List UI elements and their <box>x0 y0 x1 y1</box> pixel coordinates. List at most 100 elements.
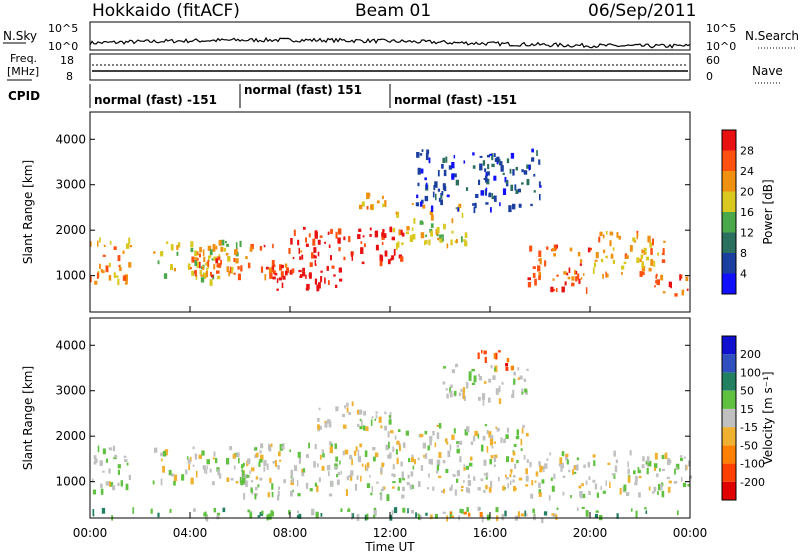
echo-cell <box>278 277 282 281</box>
echo-cell <box>380 425 383 429</box>
ytick-label: 1000 <box>55 475 86 489</box>
echo-cell <box>478 396 481 401</box>
nsearch-label: N.Search <box>745 29 799 43</box>
echo-cell <box>281 282 284 289</box>
echo-cell <box>154 447 158 453</box>
echo-cell <box>236 452 240 458</box>
echo-cell <box>396 457 399 465</box>
echo-cell <box>446 194 450 198</box>
echo-cell <box>621 265 625 270</box>
nsky-tick-top: 10^5 <box>48 22 78 35</box>
echo-cell <box>95 458 98 463</box>
echo-cell <box>410 510 414 514</box>
echo-cell <box>667 486 671 493</box>
echo-cell <box>324 420 328 428</box>
time-axis-label: Time UT <box>364 540 415 554</box>
echo-cell <box>430 458 433 465</box>
echo-cell <box>400 229 403 235</box>
echo-cell <box>594 483 598 490</box>
echo-cell <box>239 240 242 248</box>
echo-cell <box>643 247 647 251</box>
velocity-colorbar-label: Velocity [m s⁻¹] <box>761 371 775 464</box>
echo-cell <box>451 162 455 169</box>
echo-cell <box>506 427 509 433</box>
echo-cell <box>562 462 564 469</box>
echo-cell <box>169 508 172 513</box>
echo-cell <box>160 478 163 486</box>
echo-cell <box>259 450 262 454</box>
echo-cell <box>541 466 544 470</box>
echo-cell <box>336 479 340 485</box>
echo-cell <box>237 266 240 270</box>
echo-cell <box>195 274 198 280</box>
colorbar-swatch <box>722 253 736 274</box>
echo-cell <box>472 152 475 156</box>
echo-cell <box>468 371 472 378</box>
echo-cell <box>359 418 362 422</box>
echo-cell <box>443 366 446 369</box>
echo-cell <box>594 514 598 518</box>
echo-cell <box>555 514 558 521</box>
echo-cell <box>170 264 173 270</box>
echo-region <box>392 423 529 496</box>
echo-cell <box>168 469 172 476</box>
echo-cell <box>200 277 205 283</box>
echo-cell <box>395 507 398 513</box>
echo-cell <box>466 426 470 433</box>
echo-cell <box>120 480 123 487</box>
echo-cell <box>531 148 534 153</box>
echo-cell <box>243 493 246 500</box>
echo-cell <box>366 206 369 210</box>
echo-cell <box>362 235 365 238</box>
echo-cell <box>363 425 366 431</box>
echo-cell <box>424 430 428 435</box>
echo-cell <box>328 493 333 497</box>
echo-cell <box>259 459 263 463</box>
echo-cell <box>366 466 369 472</box>
echo-cell <box>515 189 519 194</box>
station-title: Hokkaido (fitACF) <box>92 1 240 21</box>
echo-cell <box>493 175 497 181</box>
echo-cell <box>235 242 238 250</box>
echo-cell <box>237 273 241 281</box>
echo-cell <box>317 429 320 432</box>
echo-cell <box>268 513 272 520</box>
echo-cell <box>113 246 117 250</box>
echo-cell <box>301 468 303 475</box>
echo-cell <box>548 495 551 501</box>
cpid-mode-3: normal (fast) -151 <box>394 93 517 107</box>
echo-cell <box>391 510 394 516</box>
power-ylabel: Slant Range [km] <box>21 160 35 264</box>
noise-panel-frame <box>89 21 691 51</box>
time-axis: 00:00 04:00 08:00 12:00 16:00 20:00 00:00 <box>73 306 707 540</box>
echo-cell <box>482 399 485 406</box>
echo-cell <box>552 278 555 281</box>
echo-cell <box>425 182 428 189</box>
echo-cell <box>466 507 469 512</box>
echo-cell <box>375 244 379 251</box>
echo-cell <box>629 450 632 456</box>
echo-cell <box>451 230 454 234</box>
echo-cell <box>211 258 214 261</box>
echo-cell <box>463 160 466 164</box>
echo-cell <box>385 444 389 451</box>
echo-cell <box>409 237 414 242</box>
echo-cell <box>660 274 664 281</box>
echo-cell <box>623 261 627 265</box>
echo-cell <box>520 448 523 452</box>
echo-cell <box>203 466 206 474</box>
echo-cell <box>173 480 176 486</box>
echo-cell <box>562 491 565 496</box>
cpid-label: CPID <box>8 89 40 103</box>
echo-cell <box>445 388 448 391</box>
colorbar-tick-label: 100 <box>740 366 761 379</box>
echo-cell <box>152 480 155 485</box>
echo-cell <box>199 247 202 253</box>
echo-cell <box>446 441 449 445</box>
echo-cell <box>247 262 251 269</box>
velocity-colorbar: 200 100 50 15 -15 -50 -100 -200 <box>721 335 765 501</box>
echo-cell <box>544 463 548 469</box>
echo-cell <box>686 288 689 291</box>
echo-cell <box>550 286 554 293</box>
echo-cell <box>374 230 379 238</box>
